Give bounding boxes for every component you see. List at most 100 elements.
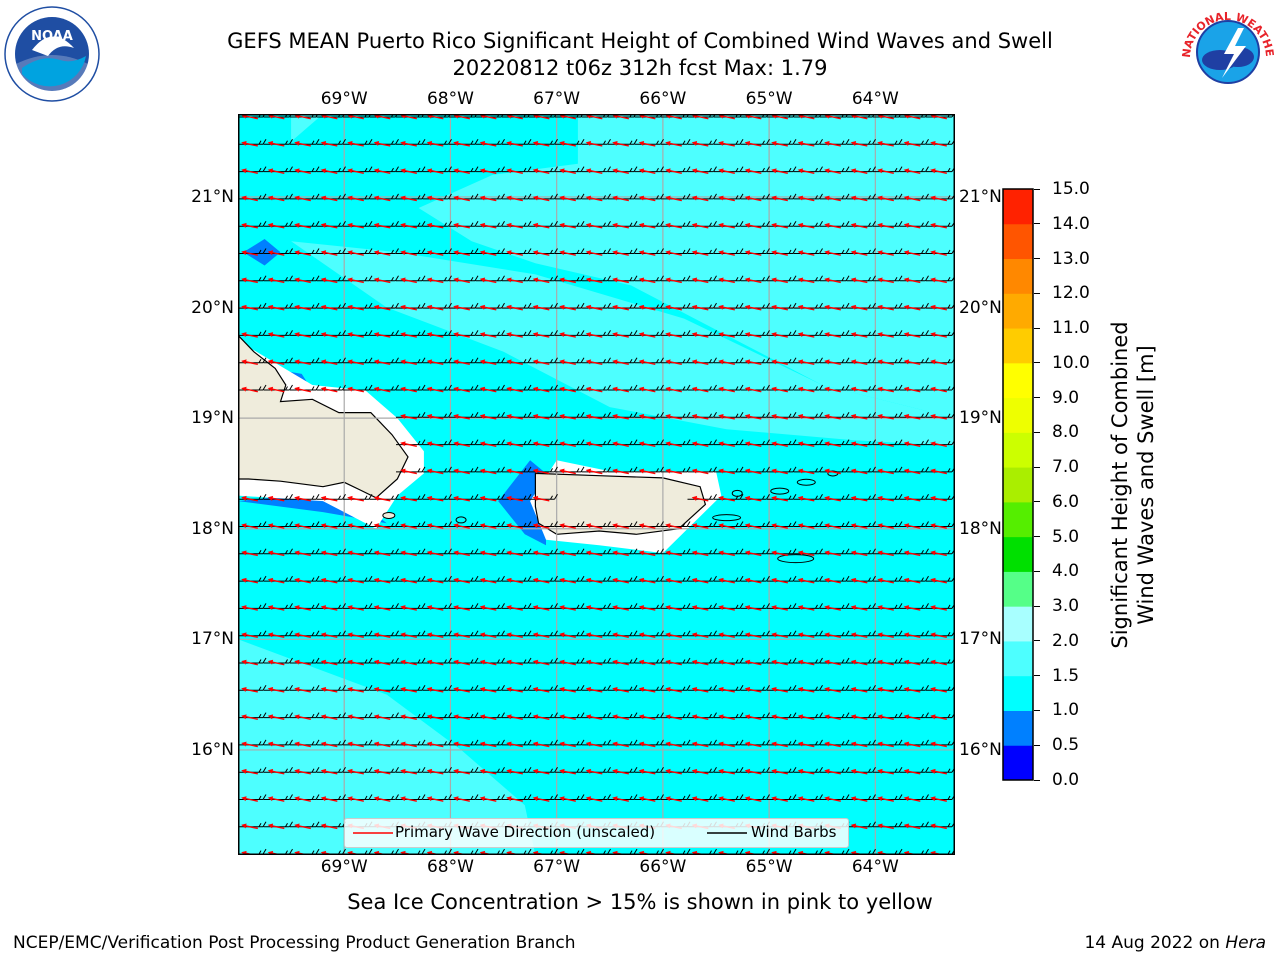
wave-arrow [347, 195, 364, 202]
wave-arrow [373, 250, 391, 256]
wave-arrow [850, 304, 868, 311]
wave-arrow [267, 796, 285, 802]
wave-arrow [718, 768, 735, 775]
map-panel[interactable] [238, 114, 955, 855]
wave-arrow [930, 550, 947, 557]
wave-arrow [400, 659, 417, 666]
wave-arrow [241, 768, 258, 775]
wave-arrow [453, 659, 470, 666]
wave-arrow [718, 332, 735, 338]
nws-logo: NATIONAL WEATHER SERVICE [1178, 2, 1276, 99]
colorbar [1002, 188, 1034, 781]
wave-arrow [585, 714, 603, 720]
wave-arrow [612, 222, 629, 229]
wave-arrow [347, 796, 364, 802]
wave-arrow [426, 687, 444, 693]
colorbar-segment [1003, 745, 1033, 781]
wave-arrow [241, 632, 258, 639]
wave-arrow [453, 468, 470, 475]
wave-arrow [294, 823, 311, 830]
wave-region-north [418, 114, 955, 419]
footer-date-text: 14 Aug 2022 on [1084, 933, 1226, 953]
wave-arrow [373, 577, 391, 584]
wave-arrow [771, 768, 788, 775]
wave-arrow [930, 796, 947, 802]
wave-region-southwest [238, 639, 536, 855]
wave-arrow [638, 714, 656, 720]
wave-arrow [903, 332, 921, 338]
wave-arrow [320, 250, 338, 256]
colorbar-tick-label: 10.0 [1052, 352, 1090, 373]
wave-arrow [612, 141, 629, 147]
wave-arrow [612, 468, 629, 475]
wave-arrow [373, 359, 391, 366]
wave-arrow [241, 222, 258, 229]
wave-arrow [347, 332, 364, 338]
wave-arrow [400, 495, 417, 502]
wave-arrow [373, 277, 391, 284]
colorbar-label-line2: Wind Waves and Swell [m] [1134, 345, 1158, 625]
wave-arrow [771, 141, 788, 147]
wave-arrow [506, 468, 523, 475]
wave-arrow [453, 632, 470, 639]
wave-arrow [797, 386, 815, 393]
wave-arrow [506, 386, 523, 393]
wave-arrow [347, 250, 364, 256]
wave-arrow [718, 441, 735, 447]
wave-arrow [585, 605, 603, 611]
wave-arrow [267, 332, 285, 338]
wave-arrow [347, 277, 364, 284]
wave-arrow [585, 195, 603, 202]
wave-arrow [559, 222, 576, 229]
wave-arrow [930, 823, 947, 830]
wave-arrow [453, 195, 470, 202]
wave-arrow [850, 659, 868, 666]
wave-arrow [347, 304, 364, 311]
lon-label-top: 66°W [639, 89, 687, 109]
wave-arrow [426, 577, 444, 584]
wave-arrow [373, 632, 391, 639]
wave-arrow [903, 441, 921, 447]
wave-arrow [320, 222, 338, 229]
wave-arrow [506, 550, 523, 557]
wave-arrow [585, 468, 603, 475]
wave-arrow [718, 468, 735, 475]
wave-arrow [241, 687, 258, 693]
wave-arrow [559, 386, 576, 393]
plot-title-line1: GEFS MEAN Puerto Rico Significant Height… [227, 29, 1053, 53]
wave-arrow [877, 332, 894, 338]
colorbar-segment [1003, 223, 1033, 260]
lon-label-top: 65°W [745, 89, 793, 109]
wave-arrow [241, 605, 258, 611]
wave-arrow [638, 168, 656, 174]
wave-arrow [400, 441, 417, 447]
wave-arrow [771, 741, 788, 748]
wave-arrow [824, 222, 841, 229]
wave-arrow [877, 632, 894, 639]
wave-arrow [585, 359, 603, 366]
colorbar-tick-mark [1034, 744, 1040, 746]
wave-arrow [347, 168, 364, 174]
wave-arrow [426, 441, 444, 447]
wave-arrow [585, 796, 603, 802]
wave-arrow [691, 468, 709, 475]
lat-label-left: 18°N [191, 518, 234, 539]
wave-arrow [267, 687, 285, 693]
wave-arrow [612, 577, 629, 584]
lat-label-left: 17°N [191, 629, 234, 650]
wave-arrow [612, 632, 629, 639]
lat-label-right: 21°N [959, 186, 1002, 207]
wave-arrow [320, 168, 338, 174]
wave-arrow [638, 414, 656, 420]
colorbar-segment [1003, 432, 1033, 468]
wave-arrow [744, 796, 762, 802]
wave-arrow [267, 495, 285, 502]
wave-arrow [850, 577, 868, 584]
wave-arrow [506, 523, 523, 529]
colorbar-tick-mark [1034, 431, 1040, 433]
wave-arrow [797, 632, 815, 639]
wave-arrow [930, 714, 947, 720]
wave-arrow [691, 250, 709, 256]
wave-arrow [824, 687, 841, 693]
wave-arrow [877, 823, 894, 830]
